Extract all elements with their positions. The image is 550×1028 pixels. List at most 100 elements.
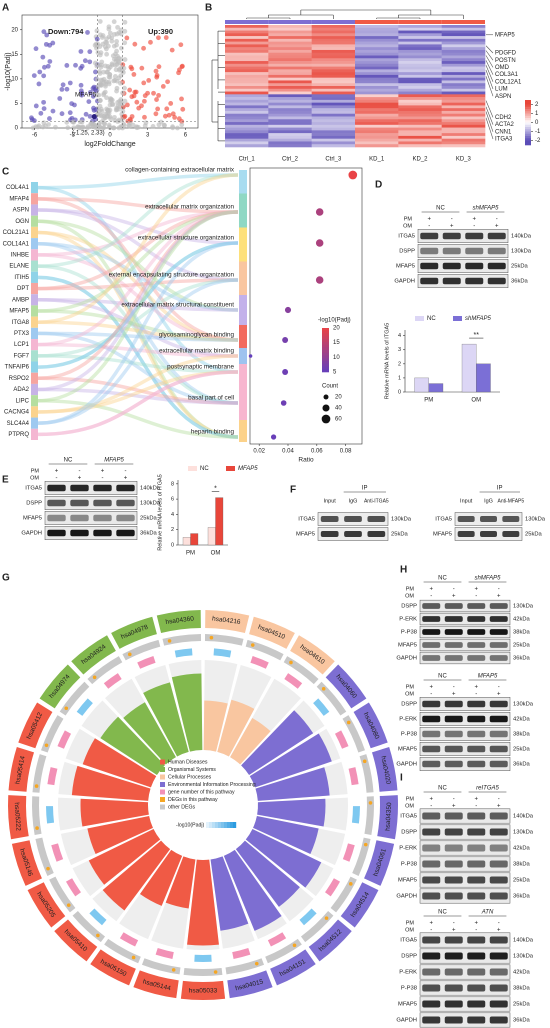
pathway-box <box>71 635 116 675</box>
point <box>87 49 93 55</box>
point <box>156 92 161 98</box>
size-legend-dot <box>322 404 330 412</box>
lane-label: Input <box>324 498 337 504</box>
protein-label: ITGA5 <box>400 938 417 944</box>
point <box>109 35 115 41</box>
heatmap-cell <box>398 127 442 131</box>
point <box>162 113 168 119</box>
legend-swatch <box>226 466 235 471</box>
x-tick-label: 0 <box>108 133 112 139</box>
heatmap-cell <box>398 25 442 29</box>
size-label: 25kDa <box>513 1002 531 1008</box>
gene-label: PDGFD <box>495 51 517 57</box>
heatmap-cell <box>225 122 269 126</box>
point <box>122 85 127 91</box>
colorbar-cell <box>322 328 329 332</box>
heatmap-cell <box>268 41 312 45</box>
blot-background <box>419 625 511 639</box>
sankey-link <box>37 210 239 291</box>
point <box>95 84 101 89</box>
x-tick-label: OM <box>471 398 481 404</box>
heatmap-cell <box>441 36 486 40</box>
panel-letter: B <box>205 3 212 14</box>
heatmap-cell <box>225 33 269 37</box>
heatmap-cell <box>268 77 312 81</box>
heatmap-cell <box>225 55 269 59</box>
deg-marker <box>254 961 259 966</box>
column-label: KD_3 <box>456 157 472 163</box>
gene-node <box>31 305 38 317</box>
point <box>131 72 137 77</box>
band <box>422 844 441 852</box>
heatmap-cell <box>225 116 269 120</box>
band <box>422 892 441 900</box>
band <box>502 516 520 522</box>
legend-swatch <box>160 767 165 772</box>
colorbar-cell <box>525 120 531 123</box>
band <box>422 730 441 738</box>
size-label: 25kDa <box>140 516 158 522</box>
y-tick-label: 0 <box>15 126 19 132</box>
heatmap-cell <box>225 91 269 95</box>
dot <box>315 208 324 216</box>
treatment-label: PM <box>406 920 415 926</box>
point <box>41 73 47 79</box>
heatmap-cell <box>311 38 356 42</box>
term-label: collagen-containing extracellular matrix <box>125 167 235 174</box>
heatmap-cell <box>441 55 486 59</box>
protein-label: DSPP <box>399 249 415 255</box>
heatmap-cell <box>398 108 442 112</box>
deg-marker <box>368 801 373 805</box>
point <box>128 64 134 70</box>
sankey-link <box>37 278 239 425</box>
protein-label: DSPP <box>401 830 417 836</box>
band <box>465 262 484 270</box>
band <box>444 812 463 820</box>
pathway-box <box>340 882 379 928</box>
panel-letter: A <box>2 3 9 14</box>
panel-letter: C <box>2 167 9 178</box>
y-axis-label: Relative mRNA levels of ITGA5 <box>384 323 390 399</box>
treatment-sign: + <box>450 224 454 230</box>
heatmap-cell <box>225 88 269 92</box>
point <box>41 29 47 35</box>
band <box>93 529 112 537</box>
heatmap-cell <box>311 91 356 95</box>
gene-label: OGN <box>15 219 29 225</box>
gene-label: ITGA3 <box>495 137 513 143</box>
band <box>467 952 486 960</box>
heatmap-cell <box>311 86 356 90</box>
sankey-link <box>37 278 239 291</box>
point <box>94 28 100 34</box>
colorbar-label: 1 <box>535 111 539 117</box>
heatmap-cell <box>441 44 486 48</box>
heatmap-cell <box>311 66 356 70</box>
y-tick-label: 2 <box>171 527 174 533</box>
band <box>467 968 486 976</box>
gene-label: ITIH5 <box>14 275 29 281</box>
band <box>444 629 463 635</box>
pathway-bar <box>203 700 228 752</box>
band <box>422 700 441 708</box>
colorbar-cell <box>525 102 531 105</box>
pathway-bar <box>80 798 149 827</box>
heatmap-cell <box>268 141 312 145</box>
heatmap-cell <box>355 113 399 117</box>
point <box>120 69 126 75</box>
heatmap-cell <box>441 108 486 112</box>
colorbar-cell <box>322 358 329 362</box>
sankey-link <box>37 278 239 358</box>
heatmap-cell <box>398 61 442 65</box>
point <box>107 124 112 130</box>
colorbar-cell <box>322 355 329 359</box>
size-label: 36kDa <box>513 1018 531 1024</box>
sankey-link <box>37 230 239 342</box>
treatment-sign: - <box>498 587 500 593</box>
colorbar-cell <box>322 333 329 337</box>
heatmap-cell <box>268 52 312 56</box>
up-count: Up:390 <box>148 27 173 36</box>
size-label: 25kDa <box>513 878 531 884</box>
band <box>422 1016 441 1024</box>
treatment-sign: - <box>453 797 455 803</box>
colorbar-cell <box>525 131 531 135</box>
